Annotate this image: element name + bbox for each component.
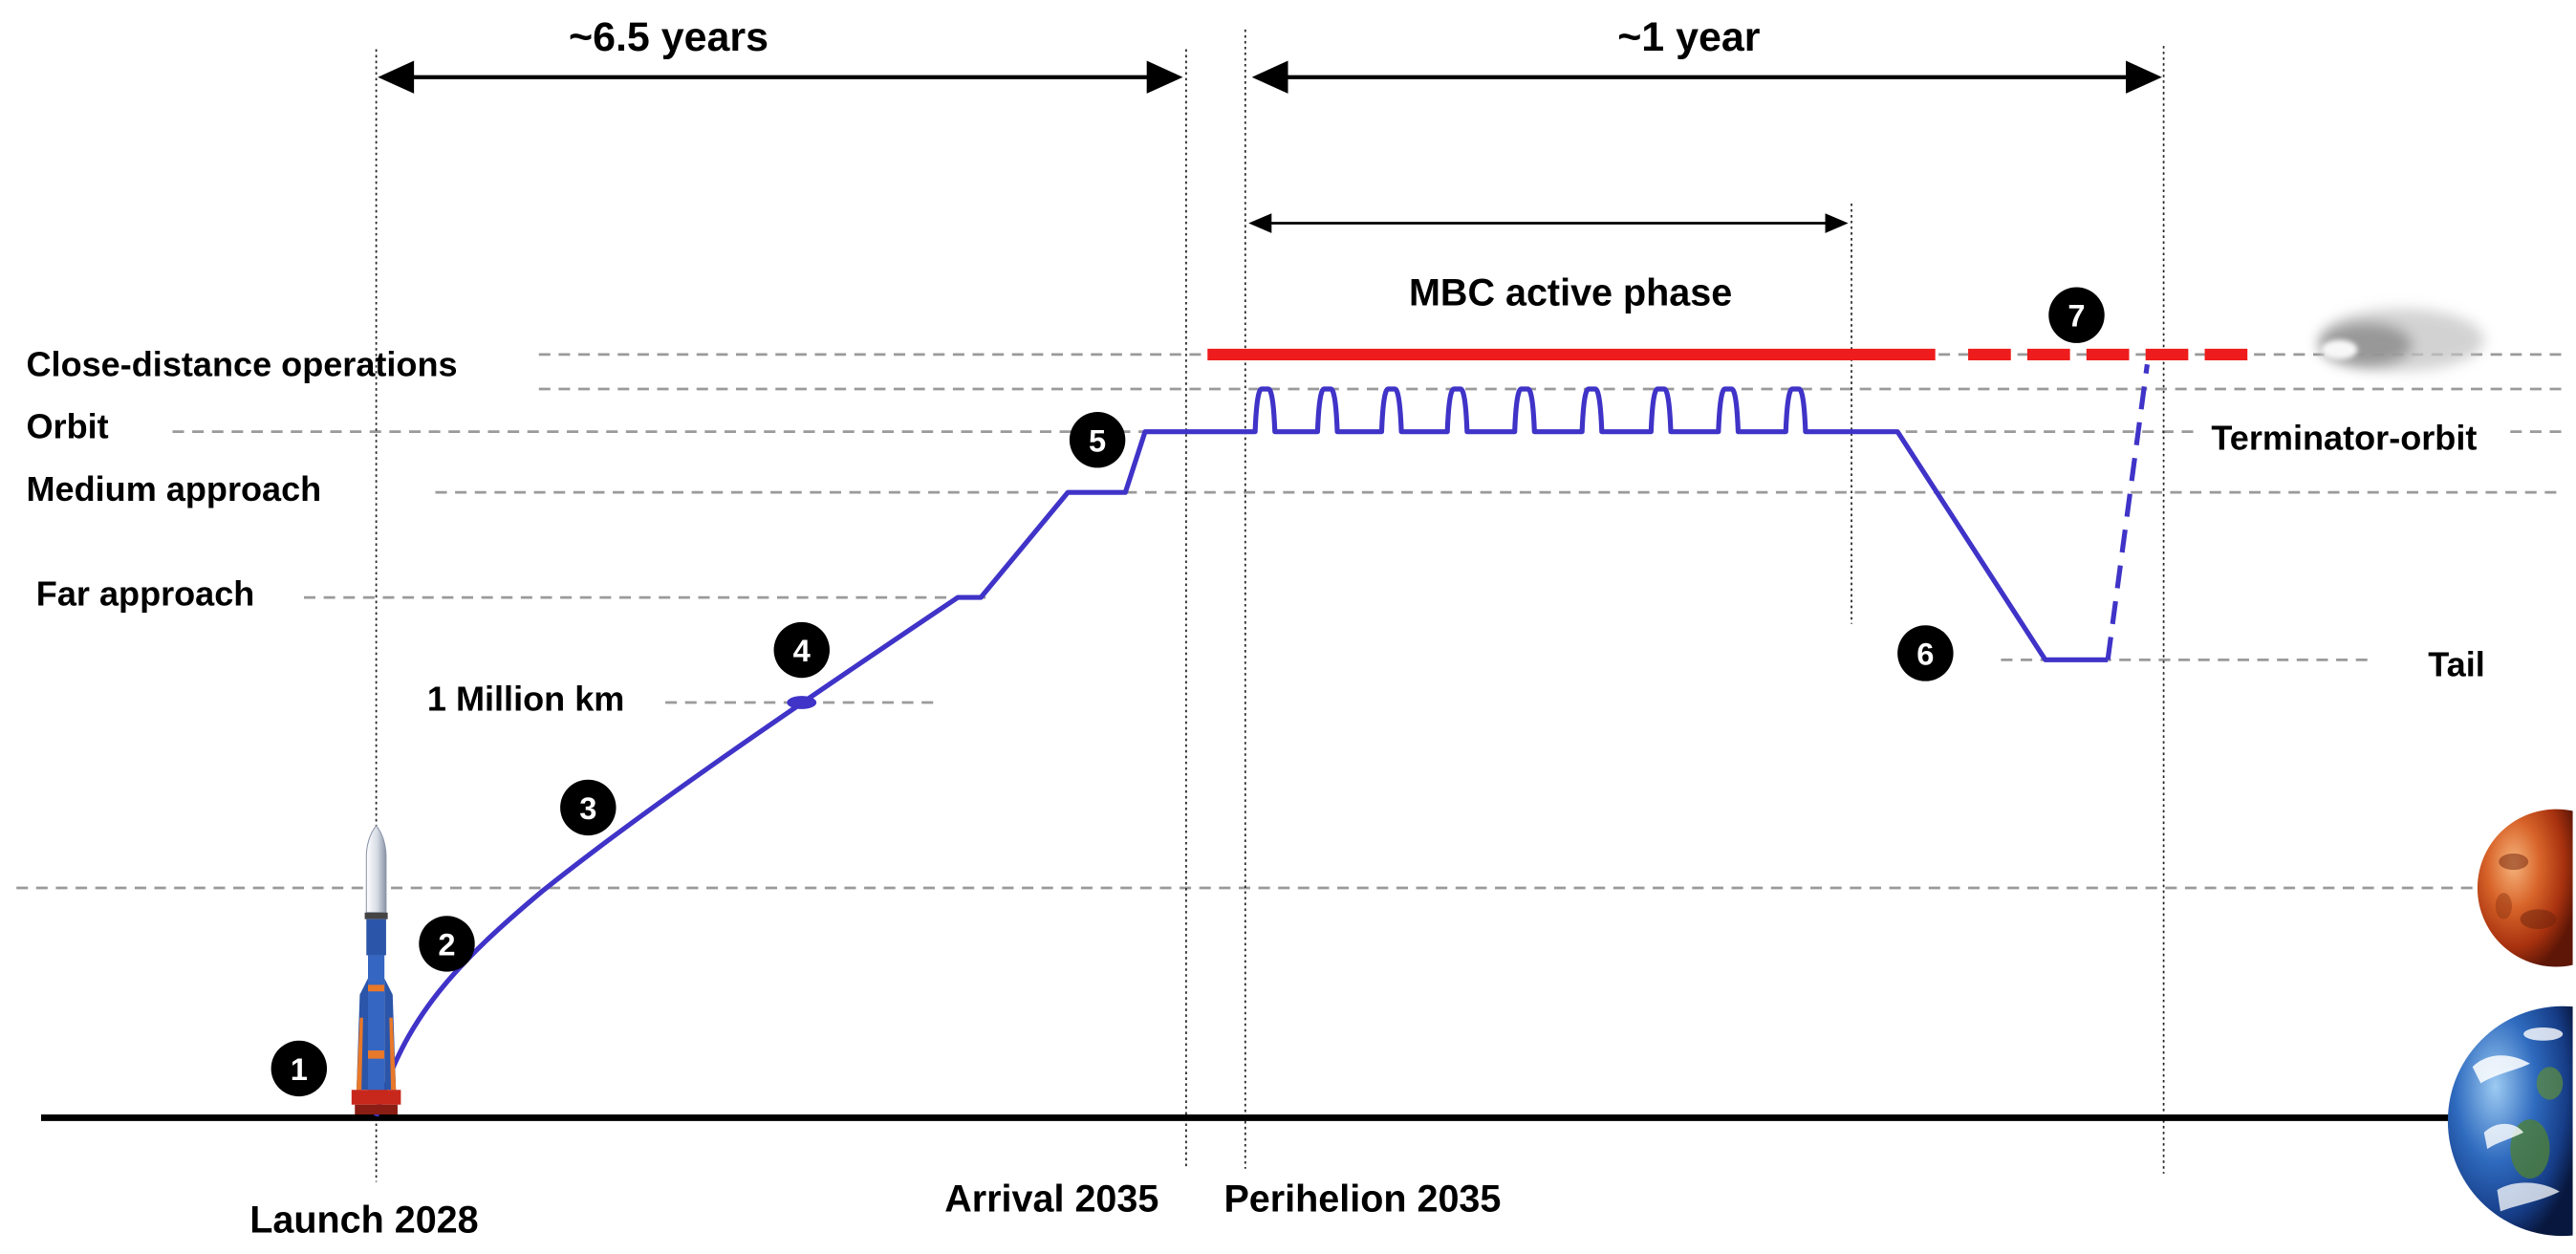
mars-icon — [2477, 809, 2573, 967]
earth-land — [2510, 1119, 2550, 1179]
rocket-booster-stripe — [356, 1017, 363, 1091]
arrowhead-right — [2126, 60, 2162, 94]
arrowhead-left — [1251, 60, 1288, 94]
arrowhead-right — [1825, 213, 1849, 233]
rocket-upper-stage — [366, 919, 386, 956]
step-marker-6: 6 — [1897, 625, 1954, 681]
step-marker-1: 1 — [271, 1040, 328, 1097]
earth-icon — [2447, 1005, 2573, 1237]
spacecraft-trajectory-return — [2105, 363, 2150, 660]
arrowhead-right — [1146, 60, 1183, 94]
mars-surface-patch — [2499, 853, 2529, 871]
duration-label-to-arrival: ~6.5 years — [569, 14, 768, 60]
step-number: 3 — [579, 790, 596, 826]
step-marker-4: 4 — [773, 621, 830, 679]
milestone-label-perihelion: Perihelion 2035 — [1223, 1178, 1501, 1220]
arrowhead-left — [1248, 213, 1272, 233]
rocket-fairing — [365, 824, 387, 914]
position-label-tail: Tail — [2428, 645, 2484, 684]
position-label-terminator-orbit: Terminator-orbit — [2211, 419, 2477, 458]
mars-surface-patch — [2520, 909, 2557, 929]
level-label-close-distance: Close-distance operations — [27, 344, 458, 383]
milestone-label-launch: Launch 2028 — [249, 1200, 478, 1242]
comet-nucleus — [2321, 339, 2358, 360]
step-marker-circle — [1069, 412, 1126, 468]
step-marker-circle — [773, 621, 830, 679]
step-number: 4 — [793, 633, 811, 668]
earth-clouds — [2472, 1055, 2530, 1084]
million-km-marker — [787, 696, 817, 709]
active-phase-label: MBC active phase — [1409, 271, 1732, 314]
step-marker-2: 2 — [419, 916, 475, 972]
earth-clouds — [2523, 1027, 2564, 1041]
duration-arrow-perihelion-period — [1251, 60, 2162, 94]
rocket-icon — [351, 824, 401, 1115]
level-label-million-km: 1 Million km — [427, 680, 624, 719]
step-marker-7: 7 — [2048, 287, 2105, 343]
step-marker-circle — [1897, 625, 1954, 681]
rocket-band — [368, 1050, 385, 1059]
mars-disk — [2477, 809, 2573, 967]
comet-icon — [2319, 308, 2484, 372]
step-marker-circle — [2048, 287, 2105, 343]
step-number: 1 — [291, 1051, 308, 1087]
rocket-ring — [364, 912, 388, 919]
earth-land — [2536, 1067, 2564, 1100]
duration-label-after-perihelion: ~1 year — [1617, 14, 1761, 60]
level-label-medium-approach: Medium approach — [27, 469, 322, 508]
step-marker-3: 3 — [560, 779, 617, 836]
step-marker-circle — [419, 916, 475, 972]
step-number: 7 — [2067, 298, 2085, 334]
rocket-booster-stripe — [389, 1017, 397, 1091]
milestone-label-arrival: Arrival 2035 — [944, 1178, 1158, 1220]
earth-clouds — [2483, 1123, 2523, 1150]
duration-arrow-launch-to-arrival — [378, 60, 1183, 94]
arrowhead-left — [378, 60, 415, 94]
active-phase-span-arrow — [1248, 213, 1849, 233]
rocket-nozzles — [355, 1104, 398, 1115]
level-label-far-approach: Far approach — [36, 574, 255, 614]
step-number: 2 — [438, 926, 455, 962]
rocket-band — [368, 984, 385, 992]
step-number: 6 — [1916, 637, 1934, 672]
rocket-core — [368, 955, 385, 1093]
step-marker-circle — [560, 779, 617, 836]
step-marker-circle — [271, 1040, 328, 1097]
step-number: 5 — [1089, 422, 1106, 458]
mars-surface-patch — [2495, 893, 2512, 919]
spacecraft-trajectory — [374, 386, 2109, 1117]
level-label-orbit: Orbit — [27, 407, 109, 446]
earth-clouds — [2497, 1182, 2560, 1212]
step-marker-5: 5 — [1069, 412, 1126, 468]
rocket-base — [351, 1090, 401, 1105]
